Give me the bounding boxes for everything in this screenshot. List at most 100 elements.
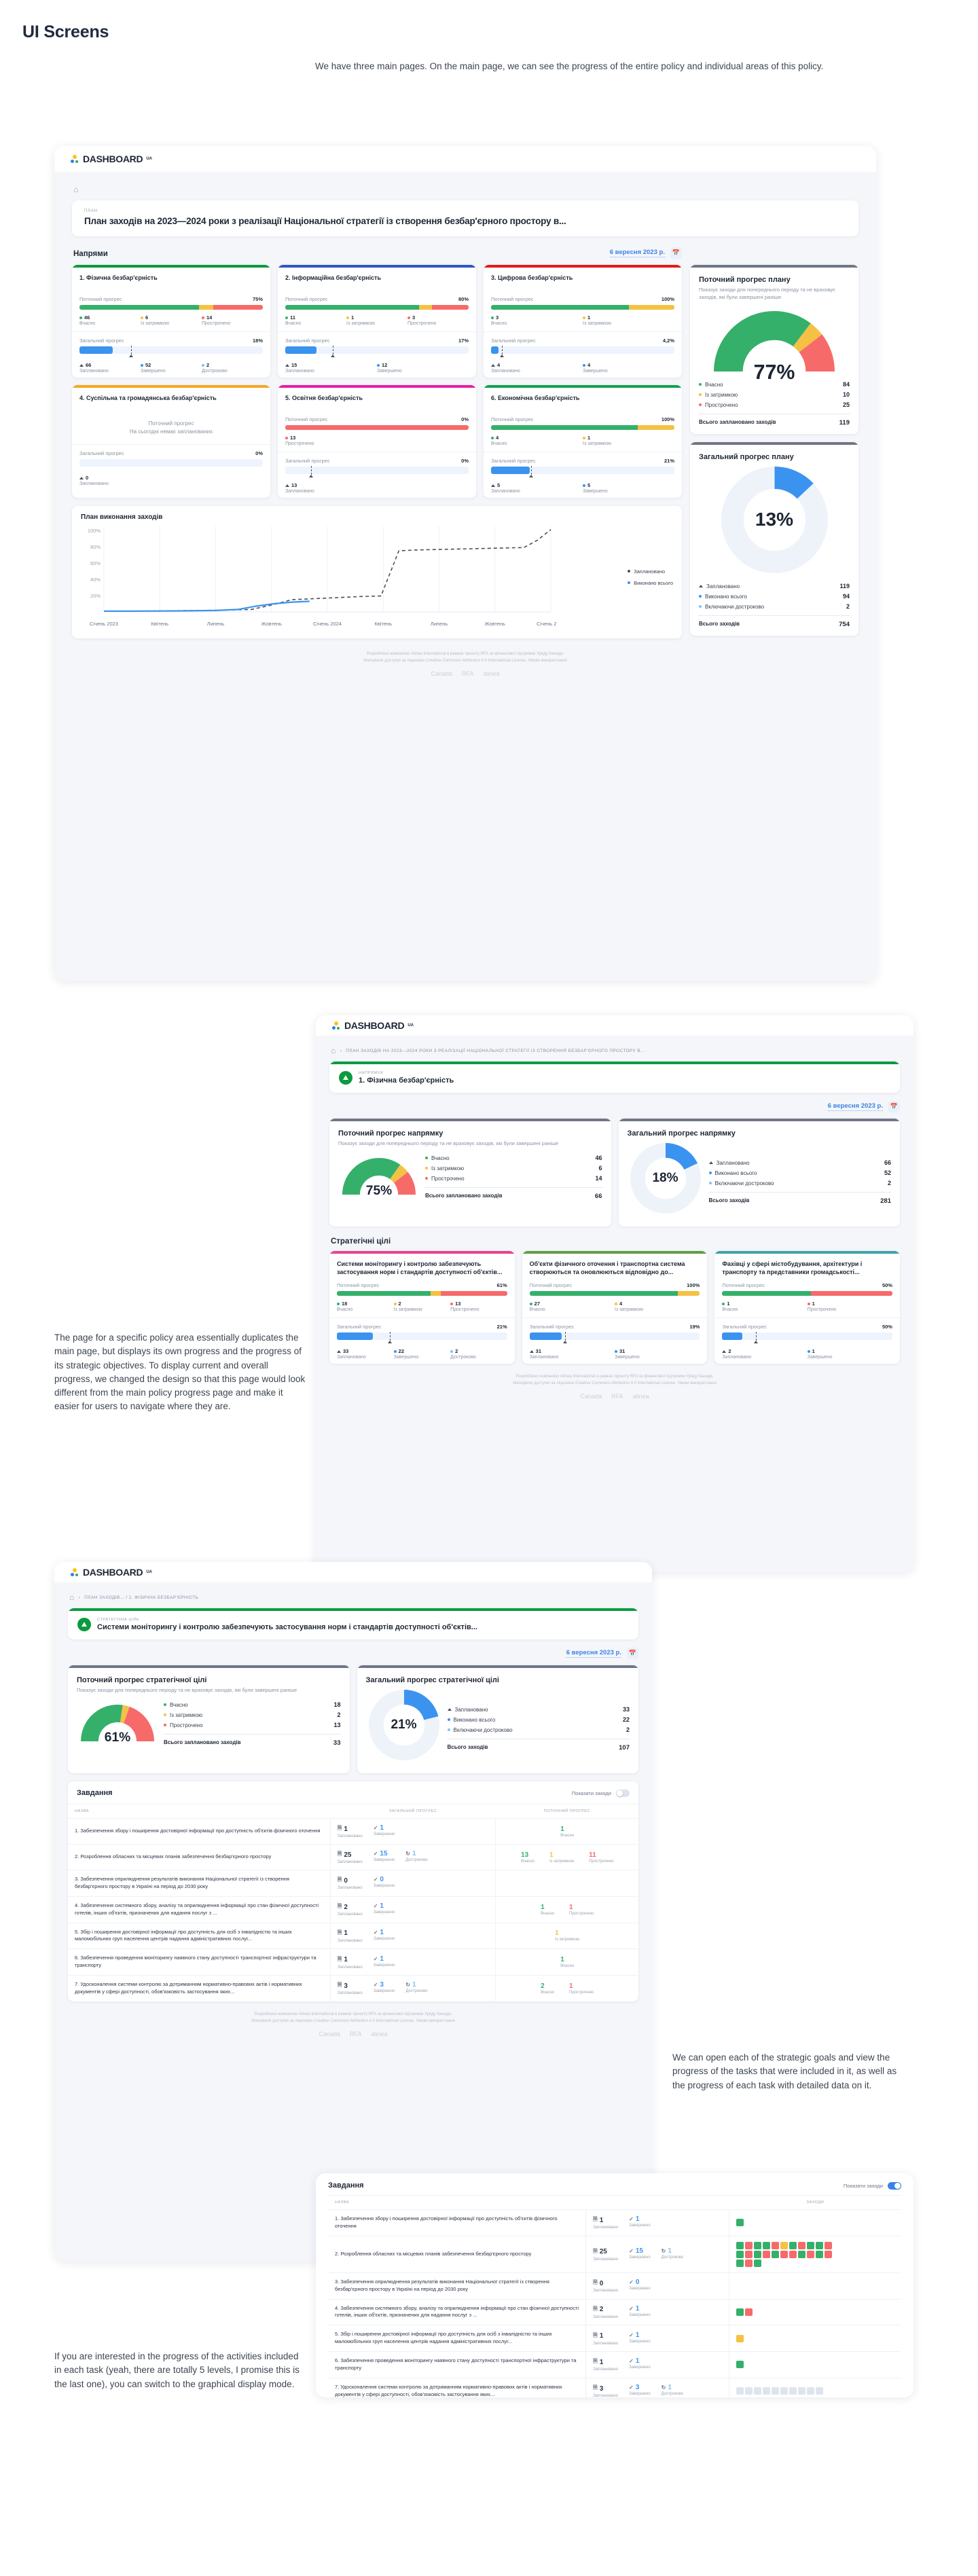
heat-cell[interactable] bbox=[772, 2241, 780, 2249]
card-desc: Показує заходи для попереднього періоду … bbox=[338, 1140, 559, 1146]
table-row[interactable]: 3. Забезпечення оприлюднення результатів… bbox=[68, 1870, 638, 1897]
table-row[interactable]: 3. Забезпечення оприлюднення результатів… bbox=[328, 2272, 901, 2299]
heat-cell[interactable] bbox=[798, 2387, 806, 2395]
task-name: 3. Забезпечення оприлюднення результатів… bbox=[68, 1870, 331, 1897]
heat-cell[interactable] bbox=[736, 2387, 744, 2395]
brand-logo[interactable]: DASHBOARD UA bbox=[71, 153, 152, 164]
table-row[interactable]: 6. Забезпечення проведення моніторингу н… bbox=[328, 2351, 901, 2378]
heat-cell[interactable] bbox=[763, 2250, 771, 2258]
heat-cell[interactable] bbox=[754, 2250, 762, 2258]
heat-cell[interactable] bbox=[745, 2387, 753, 2395]
stat-label: Достроково bbox=[450, 1355, 476, 1360]
donut-value: 13% bbox=[755, 509, 794, 530]
triangle-icon bbox=[337, 1349, 341, 1353]
heat-cell[interactable] bbox=[745, 2259, 753, 2267]
breadcrumb-plan[interactable]: ПЛАН ЗАХОДІВ НА 2023—2024 РОКИ З РЕАЛІЗА… bbox=[346, 1048, 645, 1053]
table-row[interactable]: 4. Забезпечення системного збору, аналіз… bbox=[328, 2298, 901, 2325]
heat-cell[interactable] bbox=[789, 2250, 797, 2258]
screen-goal-page: DASHBOARD UA ⌂ › ПЛАН ЗАХОДІВ... / 1. ФІЗИ… bbox=[54, 1562, 652, 2262]
heat-cell[interactable] bbox=[736, 2259, 744, 2267]
stat-block: 4 Із затримкою bbox=[615, 1301, 700, 1312]
legend-label: Прострочено bbox=[705, 401, 738, 408]
table-row[interactable]: 7. Удосконалення системи контролю за дот… bbox=[68, 1974, 638, 2001]
heat-cell[interactable] bbox=[754, 2387, 762, 2395]
heat-cell[interactable] bbox=[825, 2241, 833, 2249]
heat-cell[interactable] bbox=[825, 2250, 833, 2258]
show-activities-toggle[interactable] bbox=[616, 1789, 630, 1797]
date-link-2[interactable]: 6 вересня 2023 р. bbox=[827, 1102, 883, 1111]
heat-cell[interactable] bbox=[816, 2250, 824, 2258]
calendar-icon[interactable]: 📅 bbox=[670, 247, 682, 259]
table-row[interactable]: 4. Забезпечення системного збору, аналіз… bbox=[68, 1895, 638, 1923]
task-name: 5. Збір і поширення достовірної інформац… bbox=[328, 2325, 586, 2352]
heat-cell[interactable] bbox=[798, 2250, 806, 2258]
cell-value: 13 bbox=[521, 1851, 529, 1859]
direction-card[interactable]: 5. Освітня безбар'єрність Поточний прогре… bbox=[278, 385, 476, 498]
stat-value: 66 bbox=[79, 362, 141, 368]
home-icon[interactable]: ⌂ bbox=[69, 1593, 75, 1602]
table-row[interactable]: 5. Збір і поширення достовірної інформац… bbox=[68, 1922, 638, 1949]
show-activities-toggle-4[interactable] bbox=[888, 2181, 901, 2190]
stat-block: 52 Завершено bbox=[141, 362, 202, 374]
direction-card[interactable]: 6. Економічна безбар'єрність Поточний про… bbox=[484, 385, 682, 498]
direction-card[interactable]: 3. Цифрова безбар'єрність Поточний прогре… bbox=[484, 265, 682, 378]
heat-cell[interactable] bbox=[772, 2250, 780, 2258]
stat-label: Вчасно bbox=[337, 1307, 353, 1312]
direction-card[interactable]: Об'єкти фізичного оточення і транспортна… bbox=[522, 1251, 708, 1364]
heat-cell[interactable] bbox=[780, 2241, 789, 2249]
home-icon[interactable]: ⌂ bbox=[331, 1046, 336, 1055]
heat-cell[interactable] bbox=[807, 2387, 815, 2395]
breadcrumb-path[interactable]: ПЛАН ЗАХОДІВ... / 1. ФІЗИЧНА БЕЗБАР'ЄРНІ… bbox=[84, 1595, 199, 1600]
heat-cell[interactable] bbox=[816, 2241, 824, 2249]
table-row[interactable]: 1. Забезпечення збору і поширення достов… bbox=[68, 1818, 638, 1845]
heat-cell[interactable] bbox=[789, 2387, 797, 2395]
brand-logo-3[interactable]: DASHBOARD UA bbox=[71, 1567, 152, 1578]
heat-cell[interactable] bbox=[780, 2250, 789, 2258]
direction-card[interactable]: Системи моніторингу і контролю забезпечу… bbox=[329, 1251, 515, 1364]
heat-cell[interactable] bbox=[745, 2241, 753, 2249]
current-progress-bar bbox=[285, 425, 469, 430]
direction-card[interactable]: 4. Суспільна та громадянська безбар'єрні… bbox=[72, 385, 270, 498]
table-row[interactable]: 5. Збір і поширення достовірної інформац… bbox=[328, 2325, 901, 2352]
stat-label: Заплановано bbox=[529, 1355, 559, 1360]
heat-cell[interactable] bbox=[816, 2387, 824, 2395]
cell-label: Заплановано bbox=[593, 2226, 619, 2230]
heat-cell[interactable] bbox=[736, 2219, 744, 2227]
footer-line2[interactable]: Матеріали доступні за ліцензією Creative… bbox=[513, 1381, 717, 1386]
table-row[interactable]: 2. Розроблення обласних та місцевих план… bbox=[328, 2235, 901, 2273]
heat-cell[interactable] bbox=[789, 2241, 797, 2249]
heat-cell[interactable] bbox=[807, 2241, 815, 2249]
table-row[interactable]: 2. Розроблення обласних та місцевих план… bbox=[68, 1844, 638, 1870]
heat-cell[interactable] bbox=[736, 2334, 744, 2342]
heat-cell[interactable] bbox=[798, 2241, 806, 2249]
heat-cell[interactable] bbox=[736, 2241, 744, 2249]
table-row[interactable]: 1. Забезпечення збору і поширення достов… bbox=[328, 2209, 901, 2236]
heat-cell[interactable] bbox=[780, 2387, 789, 2395]
heat-cell[interactable] bbox=[736, 2361, 744, 2369]
date-link-3[interactable]: 6 вересня 2023 р. bbox=[566, 1649, 621, 1658]
heat-cell[interactable] bbox=[807, 2250, 815, 2258]
heat-cell[interactable] bbox=[754, 2259, 762, 2267]
calendar-icon[interactable]: 📅 bbox=[627, 1648, 638, 1659]
direction-card[interactable]: Фахівці у сфері містобудування, архітект… bbox=[714, 1251, 900, 1364]
calendar-icon[interactable]: 📅 bbox=[888, 1101, 900, 1112]
footer-line2[interactable]: Матеріали доступні за ліцензією Creative… bbox=[251, 2018, 455, 2023]
heat-cell[interactable] bbox=[745, 2308, 753, 2316]
footer-line2[interactable]: Матеріали доступні за ліцензією Creative… bbox=[363, 659, 567, 664]
legend-rows: Заплановано 119 Виконано всього 94 Включаючи… bbox=[699, 581, 850, 628]
heat-cell[interactable] bbox=[736, 2250, 744, 2258]
heat-cell[interactable] bbox=[745, 2250, 753, 2258]
heat-cell[interactable] bbox=[763, 2241, 771, 2249]
table-row[interactable]: 6. Забезпечення проведення моніторингу н… bbox=[68, 1948, 638, 1976]
heat-cell[interactable] bbox=[763, 2387, 771, 2395]
direction-card[interactable]: 1. Фізична безбар'єрність Поточний прогре… bbox=[72, 265, 270, 378]
brand-logo-2[interactable]: DASHBOARD UA bbox=[332, 1020, 414, 1031]
direction-card[interactable]: 2. Інформаційна безбар'єрність Поточний п… bbox=[278, 265, 476, 378]
table-row[interactable]: 7. Удосконалення системи контролю за дот… bbox=[328, 2377, 901, 2397]
date-link[interactable]: 6 вересня 2023 р. bbox=[609, 249, 665, 257]
card-desc: Показує заходи для попереднього періоду … bbox=[77, 1687, 297, 1693]
heat-cell[interactable] bbox=[772, 2387, 780, 2395]
heat-cell[interactable] bbox=[736, 2308, 744, 2316]
home-icon[interactable]: ⌂ bbox=[73, 185, 79, 194]
heat-cell[interactable] bbox=[754, 2241, 762, 2249]
